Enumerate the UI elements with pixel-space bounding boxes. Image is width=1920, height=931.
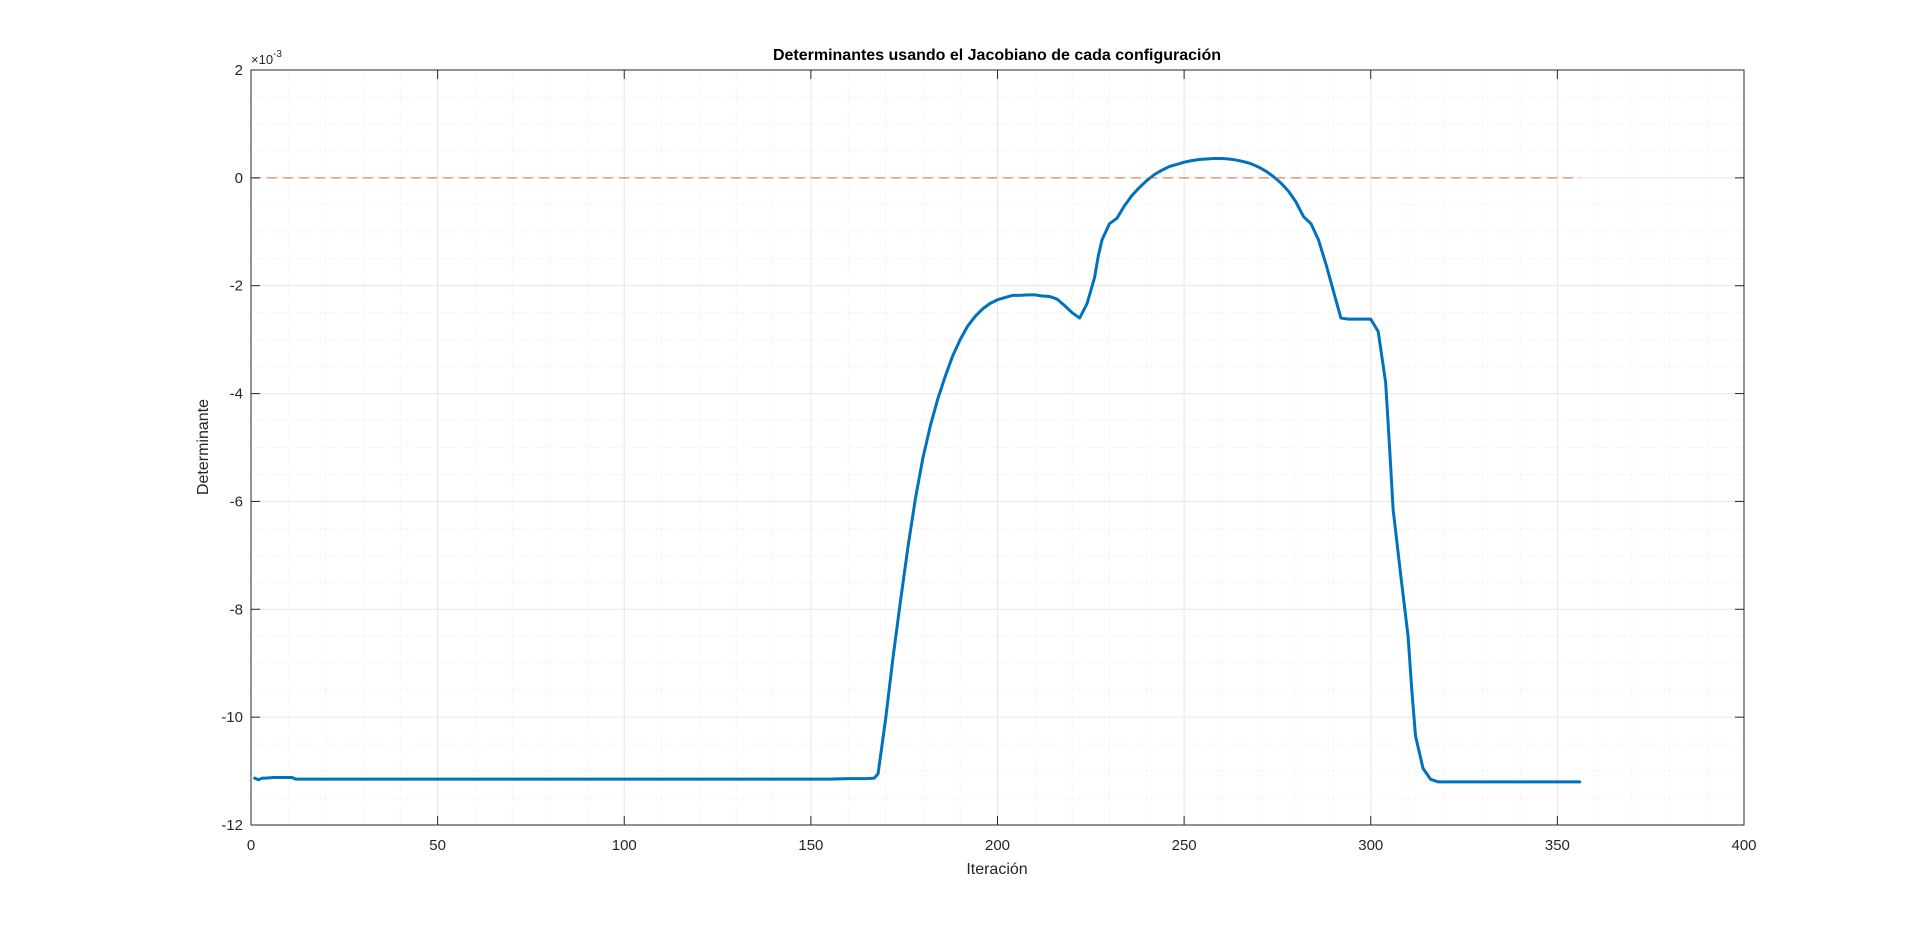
- y-tick-label: -6: [230, 493, 243, 510]
- x-tick-label: 50: [429, 837, 446, 854]
- series-layer: [251, 156, 1582, 784]
- svg-text:×10-3: ×10-3: [251, 49, 282, 67]
- x-tick-label: 350: [1545, 837, 1570, 854]
- y-tick-label: -12: [221, 817, 243, 834]
- y-tick-label: -8: [230, 601, 243, 618]
- y-exponent-power: -3: [273, 49, 282, 60]
- y-exponent-base: 10: [259, 52, 273, 67]
- y-tick-label: 2: [235, 62, 243, 79]
- y-axis-label: Determinante: [195, 399, 212, 495]
- y-exponent-prefix: ×: [251, 52, 259, 67]
- x-tick-label: 200: [985, 837, 1010, 854]
- x-tick-label: 150: [798, 837, 823, 854]
- determinant-series-line: [253, 156, 1582, 784]
- y-tick-label: -2: [230, 278, 243, 295]
- y-tick-label: -10: [221, 709, 243, 726]
- y-tick-labels: -12 -10 -8 -6 -4 -2 0 2: [221, 62, 243, 834]
- x-tick-label: 400: [1731, 837, 1756, 854]
- chart-title: Determinantes usando el Jacobiano de cad…: [773, 47, 1221, 64]
- y-tick-label: -4: [230, 386, 243, 403]
- x-axis-label: Iteración: [966, 861, 1027, 878]
- x-tick-labels: 0 50 100 150 200 250 300 350 400: [247, 837, 1757, 854]
- y-tick-label: 0: [235, 170, 243, 187]
- x-tick-label: 300: [1358, 837, 1383, 854]
- x-tick-label: 0: [247, 837, 255, 854]
- y-axis-exponent: ×10-3: [251, 49, 282, 67]
- x-tick-label: 100: [612, 837, 637, 854]
- axis-ticks: [250, 69, 1745, 826]
- x-tick-label: 250: [1172, 837, 1197, 854]
